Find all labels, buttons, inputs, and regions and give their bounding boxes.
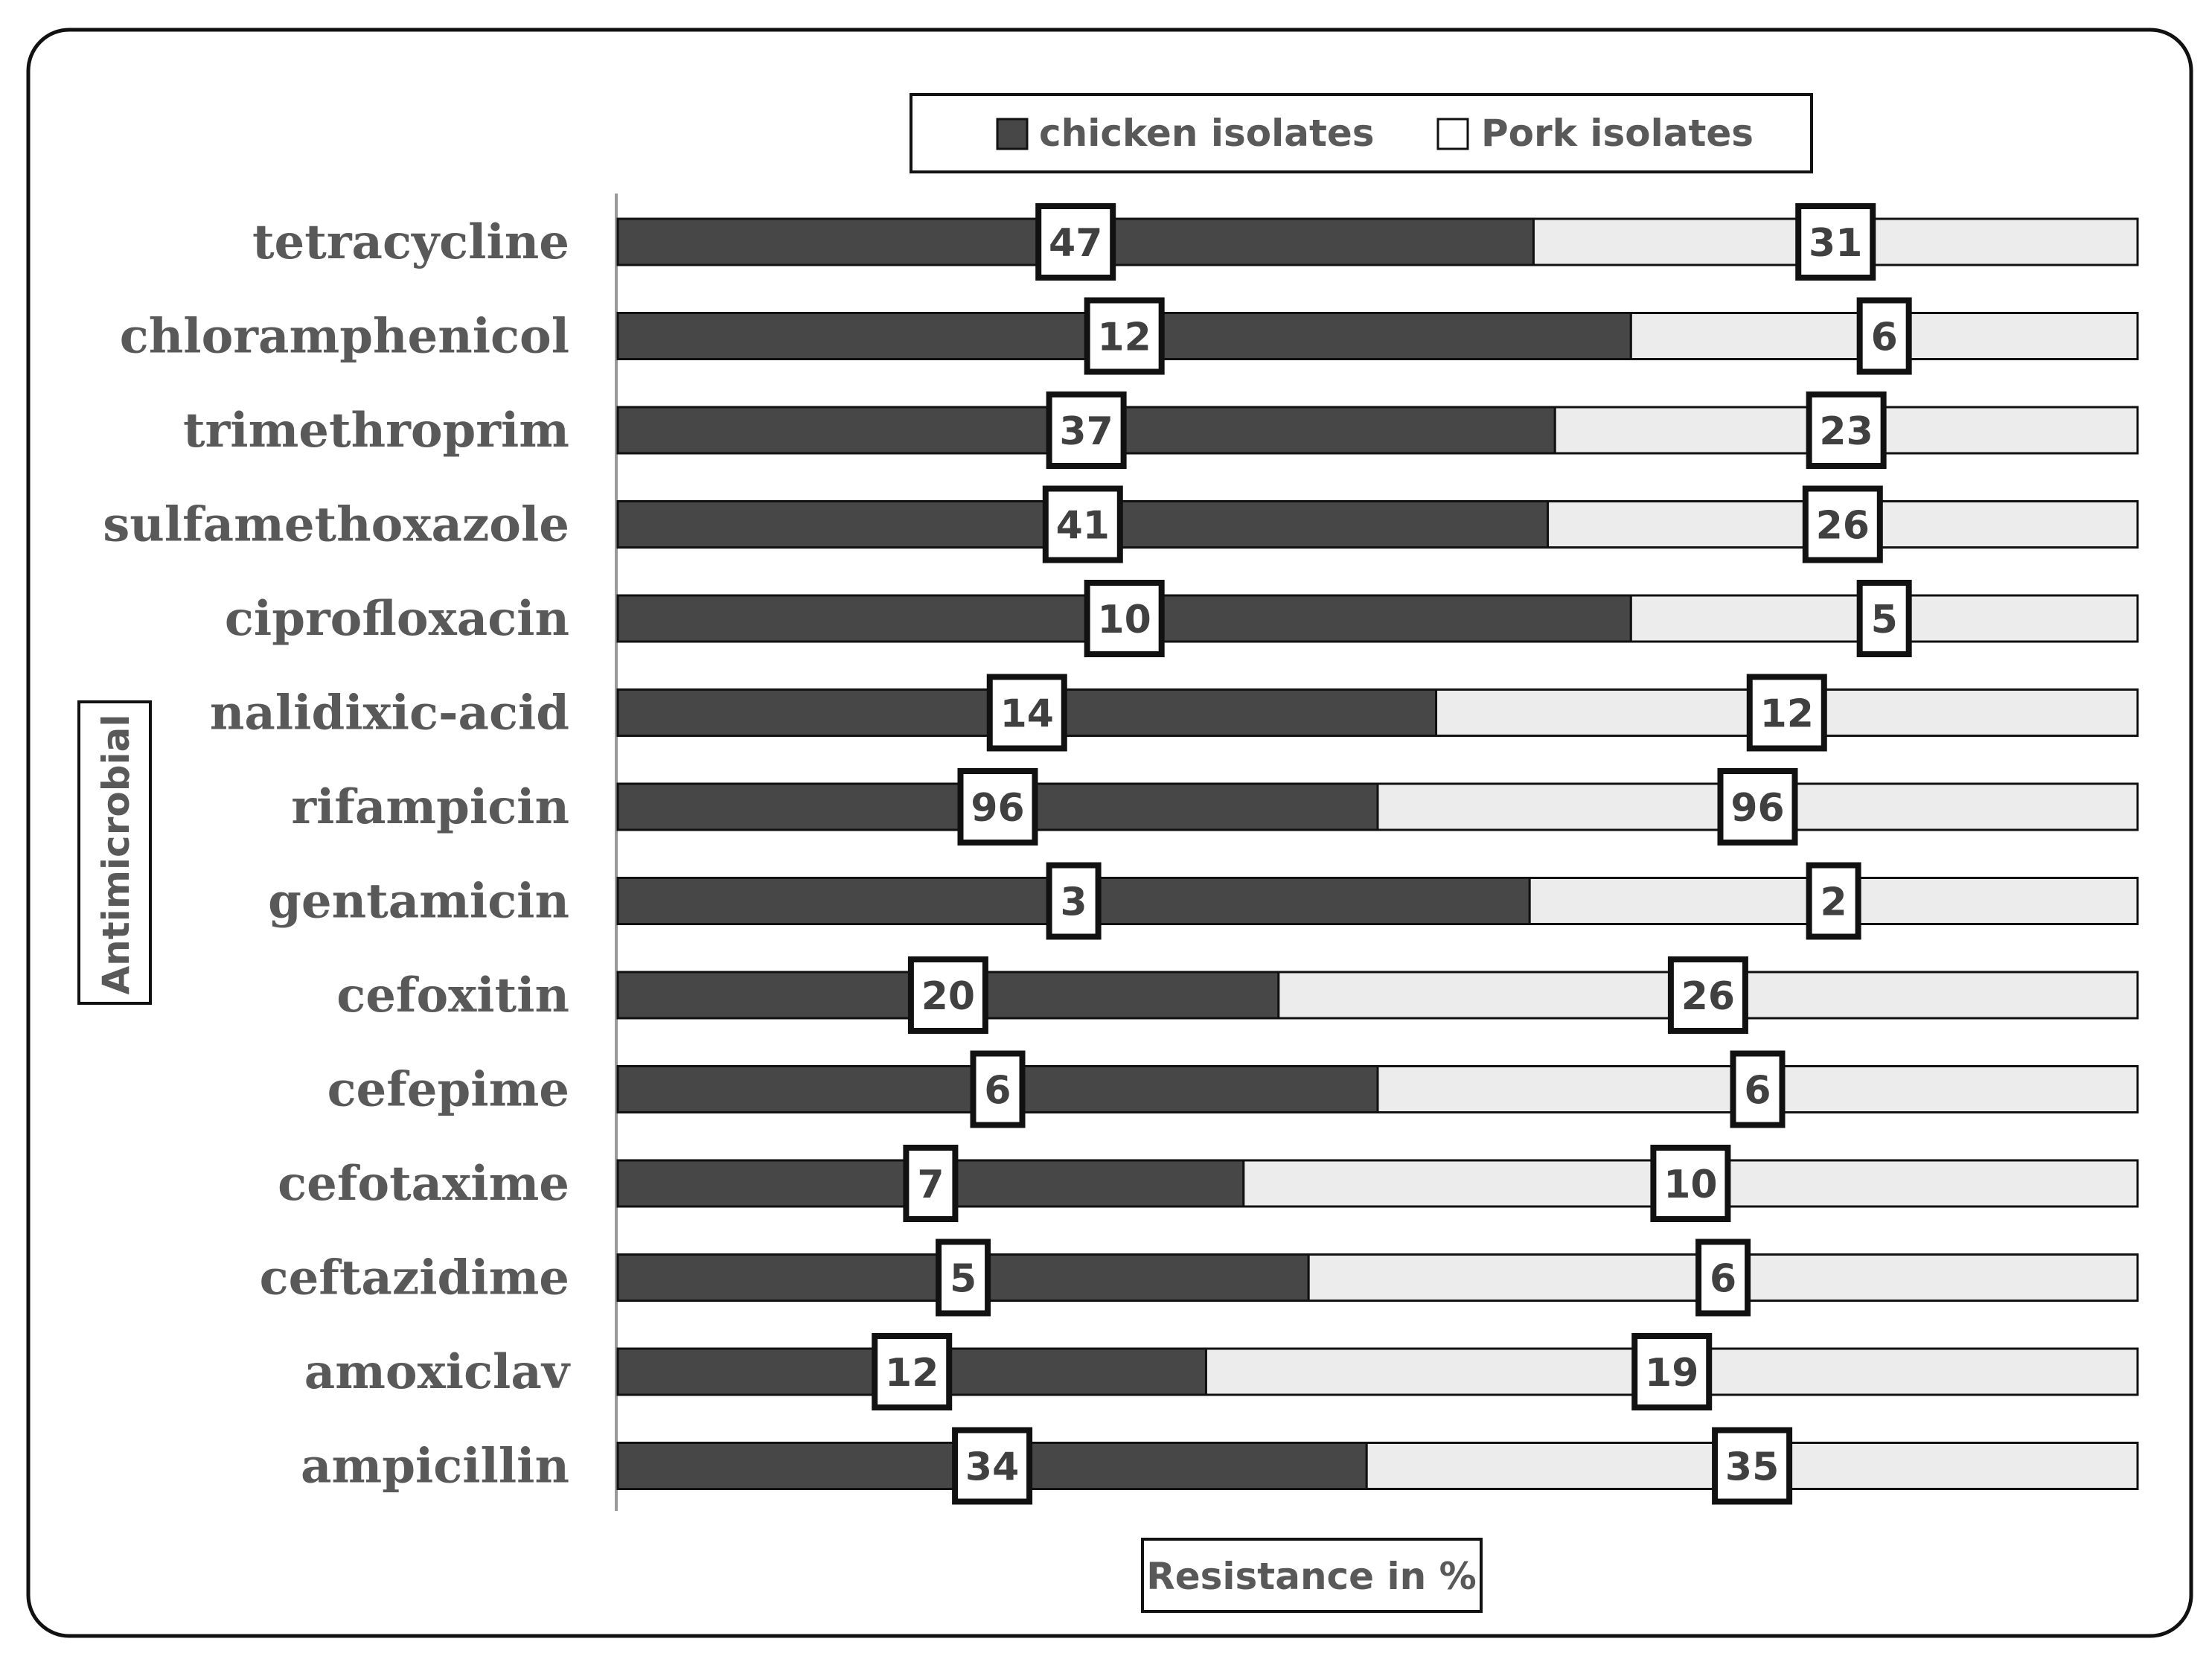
category-label: rifampicin — [291, 779, 569, 835]
value-label-box-chicken-sulfamethoxazole — [1042, 485, 1123, 563]
value-label-box-pork-rifampicin — [1717, 768, 1798, 846]
value-label-box-pork-chloramphenicol — [1856, 297, 1912, 375]
value-label-box-pork-amoxiclav — [1631, 1333, 1713, 1410]
value-label-pork-nalidixic-acid: 12 — [1760, 692, 1814, 737]
value-label-chicken-tetracycline: 47 — [1049, 221, 1102, 266]
value-label-pork-tetracycline: 31 — [1809, 221, 1862, 266]
value-label-box-pork-nalidixic-acid — [1746, 674, 1827, 752]
value-label-chicken-cefoxitin: 20 — [921, 974, 975, 1019]
value-label-box-chicken-ampicillin — [952, 1427, 1033, 1505]
value-label-chicken-cefepime: 6 — [984, 1069, 1011, 1113]
category-label: ceftazidime — [260, 1250, 569, 1306]
category-label: tetracycline — [252, 214, 569, 270]
legend-box — [910, 93, 1813, 173]
value-label-pork-rifampicin: 96 — [1730, 786, 1784, 831]
value-label-pork-ceftazidime: 6 — [1710, 1257, 1736, 1302]
value-label-chicken-cefotaxime: 7 — [917, 1163, 944, 1207]
x-axis-title: Resistance in % — [1141, 1538, 1483, 1613]
value-label-pork-gentamicin: 2 — [1821, 880, 1847, 925]
value-label-box-chicken-ceftazidime — [936, 1238, 991, 1317]
value-label-box-pork-ciprofloxacin — [1856, 580, 1912, 657]
legend: chicken isolates Pork isolates — [910, 93, 1813, 173]
value-label-chicken-sulfamethoxazole: 41 — [1056, 504, 1110, 549]
value-label-box-chicken-amoxiclav — [872, 1333, 953, 1410]
value-label-pork-sulfamethoxazole: 26 — [1816, 504, 1870, 549]
value-label-box-chicken-cefotaxime — [903, 1145, 959, 1222]
value-label-pork-chloramphenicol: 6 — [1871, 316, 1898, 360]
category-label: ciprofloxacin — [225, 591, 569, 647]
legend-swatch-chicken — [996, 118, 1029, 150]
y-axis-title: Antimicrobial — [77, 700, 152, 1005]
category-label: gentamicin — [268, 874, 569, 930]
value-label-box-chicken-trimethroprim — [1046, 391, 1127, 469]
value-label-box-pork-trimethroprim — [1806, 391, 1887, 469]
value-label-chicken-chloramphenicol: 12 — [1097, 316, 1151, 360]
value-label-pork-cefepime: 6 — [1744, 1069, 1771, 1113]
y-axis-title-box — [77, 700, 152, 1005]
value-label-chicken-amoxiclav: 12 — [885, 1351, 939, 1396]
value-label-box-pork-cefotaxime — [1650, 1145, 1731, 1222]
value-label-box-chicken-cefoxitin — [907, 956, 988, 1034]
y-axis-title-text: Antimicrobial — [95, 714, 138, 994]
value-label-box-pork-cefoxitin — [1667, 956, 1748, 1034]
value-label-box-pork-ceftazidime — [1695, 1238, 1751, 1317]
x-axis-title-text: Resistance in % — [1146, 1555, 1477, 1598]
value-label-box-pork-ampicillin — [1712, 1427, 1793, 1505]
value-label-box-pork-tetracycline — [1795, 203, 1876, 281]
category-label: ampicillin — [301, 1439, 569, 1495]
value-label-chicken-ciprofloxacin: 10 — [1097, 598, 1151, 642]
value-label-box-pork-gentamicin — [1806, 862, 1861, 940]
value-label-pork-cefotaxime: 10 — [1663, 1163, 1717, 1207]
category-label: nalidixic-acid — [210, 685, 569, 741]
value-labels: 47 31 12 6 37 23 41 26 10 5 14 12 96 96 3 2 20 26 6 6 7 10 5 6 1… — [872, 203, 1912, 1505]
x-axis-title-box — [1141, 1538, 1483, 1613]
value-label-pork-cefoxitin: 26 — [1681, 974, 1735, 1019]
value-label-chicken-rifampicin: 96 — [971, 786, 1024, 831]
legend-swatch-pork — [1436, 118, 1469, 150]
value-label-chicken-ceftazidime: 5 — [950, 1257, 976, 1302]
value-label-box-chicken-rifampicin — [957, 768, 1038, 846]
value-label-box-pork-sulfamethoxazole — [1802, 485, 1883, 563]
value-label-box-chicken-gentamicin — [1046, 862, 1102, 940]
value-label-chicken-ampicillin: 34 — [965, 1445, 1019, 1490]
value-label-box-chicken-tetracycline — [1035, 203, 1116, 281]
value-label-pork-trimethroprim: 23 — [1819, 409, 1873, 454]
category-labels: tetracycline chloramphenicol trimethroprim… — [103, 214, 571, 1495]
value-label-pork-ciprofloxacin: 5 — [1871, 598, 1898, 642]
category-label: sulfamethoxazole — [103, 497, 569, 553]
value-label-chicken-gentamicin: 3 — [1061, 880, 1087, 925]
category-label: chloramphenicol — [120, 309, 569, 365]
value-label-box-chicken-cefepime — [970, 1050, 1026, 1128]
value-label-box-pork-cefepime — [1730, 1050, 1786, 1128]
value-label-box-chicken-nalidixic-acid — [986, 674, 1067, 752]
category-label: cefepime — [327, 1062, 569, 1118]
category-label: amoxiclav — [304, 1344, 571, 1400]
value-label-chicken-trimethroprim: 37 — [1059, 409, 1113, 454]
legend-label-chicken: chicken isolates — [1039, 112, 1375, 155]
value-label-chicken-nalidixic-acid: 14 — [1000, 692, 1054, 737]
value-label-box-chicken-chloramphenicol — [1084, 297, 1165, 375]
value-label-box-chicken-ciprofloxacin — [1084, 580, 1165, 657]
value-label-pork-amoxiclav: 19 — [1645, 1351, 1698, 1396]
category-label: cefotaxime — [278, 1156, 569, 1212]
category-label: trimethroprim — [183, 403, 569, 458]
value-label-pork-ampicillin: 35 — [1725, 1445, 1779, 1490]
category-label: cefoxitin — [336, 968, 569, 1023]
legend-label-pork: Pork isolates — [1481, 112, 1754, 155]
